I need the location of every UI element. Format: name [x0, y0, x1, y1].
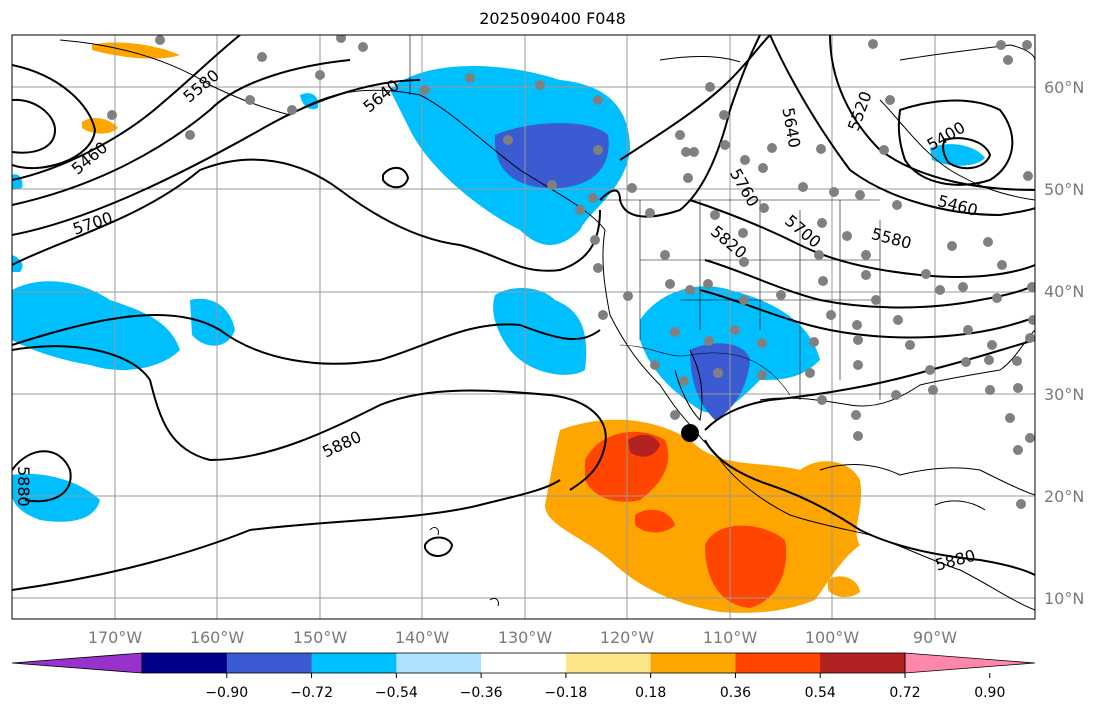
colorbar-tick-label: −0.18: [544, 685, 587, 701]
contour-label: 5880: [14, 466, 33, 507]
latitude-labels: 60°N 50°N 40°N 30°N 20°N 10°N: [1044, 78, 1084, 608]
lon-label: 130°W: [498, 628, 553, 647]
station-markers: [107, 35, 1035, 509]
colorbar-segment: [226, 653, 313, 673]
lat-label: 30°N: [1044, 385, 1084, 404]
lon-label: 120°W: [600, 628, 655, 647]
colorbar-segment: [565, 653, 652, 673]
lon-label: 140°W: [395, 628, 450, 647]
lon-label: 90°W: [913, 628, 957, 647]
storm-center-marker: [681, 424, 699, 442]
longitude-labels: 170°W 160°W 150°W 140°W 130°W 120°W 110°…: [88, 628, 957, 647]
colorbar: [11, 652, 1036, 674]
colorbar-segment: [142, 653, 228, 673]
colorbar-segment: [650, 653, 736, 673]
colorbar-segment: [735, 653, 821, 673]
colorbar-tick-label: 0.72: [889, 685, 920, 701]
lon-label: 100°W: [805, 628, 860, 647]
lat-label: 20°N: [1044, 487, 1084, 506]
negative-anomaly-regions: [12, 66, 985, 522]
colorbar-segment: [481, 653, 567, 673]
colorbar-tick-label: −0.36: [460, 685, 503, 701]
colorbar-tick-label: −0.90: [205, 685, 248, 701]
colorbar-tick-label: −0.54: [375, 685, 418, 701]
colorbar-tick-label: 0.18: [635, 685, 666, 701]
lat-label: 50°N: [1044, 180, 1084, 199]
graticule: [12, 35, 1035, 619]
colorbar-tick-label: 0.36: [720, 685, 751, 701]
lon-label: 110°W: [703, 628, 758, 647]
colorbar-tick-label: 0.90: [974, 685, 1005, 701]
lon-label: 170°W: [88, 628, 143, 647]
colorbar-tick-label: −0.72: [290, 685, 333, 701]
lat-label: 40°N: [1044, 282, 1084, 301]
height-contours: [12, 35, 1035, 591]
colorbar-segment: [396, 653, 482, 673]
colorbar-extend-low: [11, 652, 143, 674]
map-title: 2025090400 F048: [479, 9, 626, 28]
lat-label: 60°N: [1044, 78, 1084, 97]
map-frame: [11, 34, 1036, 620]
colorbar-ticks: −0.90 −0.72 −0.54 −0.36 −0.18 0.18 0.36 0.54 0.7…: [205, 673, 1005, 701]
colorbar-outline: [141, 652, 906, 674]
colorbar-segment: [311, 653, 397, 673]
lon-label: 150°W: [293, 628, 348, 647]
lat-label: 10°N: [1044, 589, 1084, 608]
colorbar-tick-label: 0.54: [805, 685, 836, 701]
lon-label: 160°W: [190, 628, 245, 647]
colorbar-extend-high: [904, 652, 1036, 674]
colorbar-segment: [820, 653, 906, 673]
